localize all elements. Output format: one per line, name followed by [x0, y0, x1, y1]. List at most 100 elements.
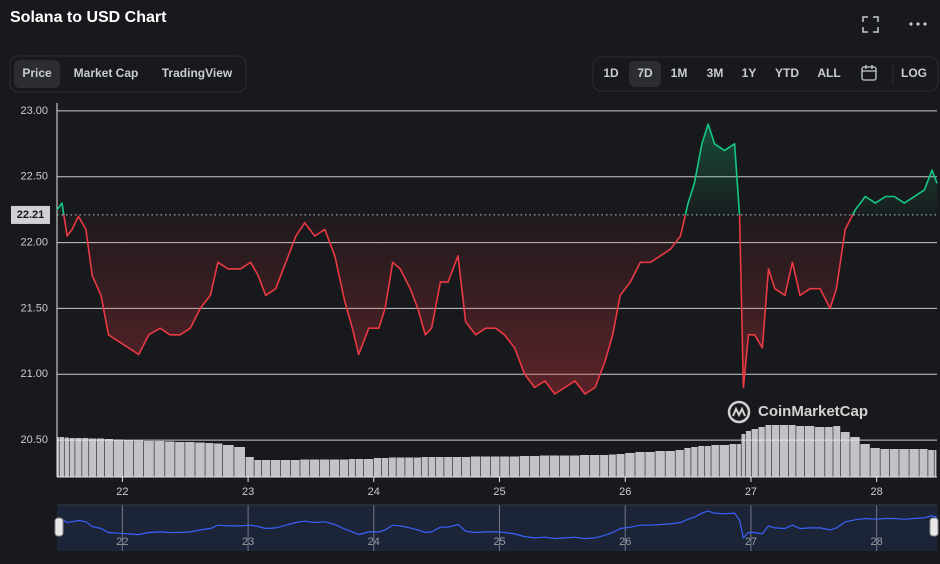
range-button[interactable]: 7D — [637, 66, 653, 80]
volume-bar — [889, 449, 899, 477]
volume-bar — [490, 456, 500, 477]
volume-bar — [590, 455, 600, 477]
tab-group — [9, 55, 247, 93]
x-tick-label: 22 — [116, 486, 128, 498]
range-button[interactable]: 1D — [603, 66, 619, 80]
current-price-box — [11, 205, 50, 224]
navigator-handle[interactable] — [929, 517, 939, 537]
volume-bar — [870, 448, 880, 477]
volume-bar — [348, 459, 355, 477]
volume-bar — [133, 440, 144, 477]
volume-bar — [788, 425, 796, 477]
volume-bar — [880, 449, 890, 477]
volume-bar — [355, 459, 364, 477]
volume-bar — [741, 434, 746, 477]
current-price-label: 22.21 — [17, 209, 45, 221]
volume-bar — [698, 446, 705, 477]
volume-bar — [319, 459, 330, 477]
volume-bar — [665, 451, 675, 477]
volume-bar — [549, 455, 560, 477]
range-button[interactable]: YTD — [775, 66, 799, 80]
volume-bar — [771, 425, 780, 477]
navigator-handle[interactable] — [54, 517, 64, 537]
volume-bar — [381, 458, 389, 477]
range-buttons: 1D 7D 1M 3M 1Y YTD ALL — [603, 66, 840, 80]
range-button[interactable]: 3M — [707, 66, 724, 80]
volume-bar — [421, 457, 428, 477]
volume-bar — [388, 457, 396, 477]
volume-bar — [608, 454, 616, 477]
volume-bar — [737, 444, 741, 477]
volume-bar — [500, 456, 509, 477]
volume-bar — [59, 437, 64, 477]
navigator-bg — [57, 505, 937, 551]
volume-bar — [165, 441, 175, 477]
x-tick-label: 23 — [242, 486, 254, 498]
volume-bar — [579, 455, 590, 477]
volume-bar — [909, 449, 919, 477]
y-tick-label: 22.00 — [20, 236, 48, 248]
volume-bar — [833, 426, 841, 477]
volume-bar — [655, 451, 665, 477]
volume-bar — [825, 427, 833, 477]
volume-bar — [529, 456, 540, 477]
volume-bar — [143, 441, 154, 477]
log-button[interactable]: LOG — [901, 66, 927, 80]
volume-bar — [675, 450, 684, 477]
volume-bar — [309, 459, 320, 477]
volume-bar — [751, 429, 758, 477]
range-button[interactable]: 1M — [671, 66, 688, 80]
volume-bar — [234, 447, 245, 477]
tab[interactable]: Price — [22, 66, 52, 80]
volume-bar — [245, 457, 254, 477]
volume-bar — [765, 425, 772, 477]
volume-bar — [745, 431, 751, 477]
range-selected-bg — [629, 61, 661, 87]
range-button[interactable]: ALL — [817, 66, 840, 80]
volume-bar — [82, 438, 89, 477]
volume-bar — [280, 460, 291, 477]
tab[interactable]: TradingView — [162, 66, 233, 80]
volume-bar — [796, 426, 805, 477]
volume-bar — [509, 456, 520, 477]
volume-bar — [195, 442, 205, 477]
volume-bar — [519, 456, 530, 477]
range-button[interactable]: 1Y — [742, 66, 757, 80]
volume-bar — [691, 447, 698, 477]
volume-bar — [113, 439, 124, 477]
volume-bar — [205, 443, 214, 477]
volume-bar — [175, 442, 185, 477]
plot: 20.50 21.00 21.50 22.00 22.50 23.00 22.21 22 22 2… — [11, 103, 939, 551]
volume-bar — [428, 457, 436, 477]
volume-bar — [396, 457, 405, 477]
volume-bar — [405, 457, 414, 477]
volume-bar — [290, 460, 300, 477]
volume-bar — [729, 444, 737, 477]
volume-bar — [222, 445, 234, 477]
volume-bar — [329, 459, 340, 477]
volume-bar — [339, 459, 349, 477]
volume-bar — [899, 449, 909, 477]
volume-bar — [444, 457, 453, 477]
calendar-icon[interactable] — [861, 65, 877, 81]
volume-bar — [928, 450, 934, 477]
y-tick-label: 20.50 — [20, 434, 48, 446]
volume-bar — [57, 437, 59, 477]
more-icon[interactable] — [909, 22, 927, 26]
tab[interactable]: Market Cap — [74, 66, 139, 80]
volume-bar — [373, 458, 382, 477]
watermark-text: CoinMarketCap — [758, 403, 868, 420]
volume-bar — [89, 438, 96, 477]
navigator-tick-label: 25 — [493, 536, 505, 548]
volume-bar — [123, 440, 134, 477]
navigator-tick-label: 22 — [116, 536, 128, 548]
watermark: CoinMarketCap — [727, 400, 868, 424]
volume-bar — [684, 448, 691, 477]
volume-bar — [470, 456, 481, 477]
x-tick-label: 28 — [871, 486, 883, 498]
volume-bar — [270, 460, 281, 477]
fullscreen-icon[interactable] — [862, 16, 879, 33]
volume-bar — [214, 443, 223, 477]
volume-bar — [635, 452, 645, 477]
